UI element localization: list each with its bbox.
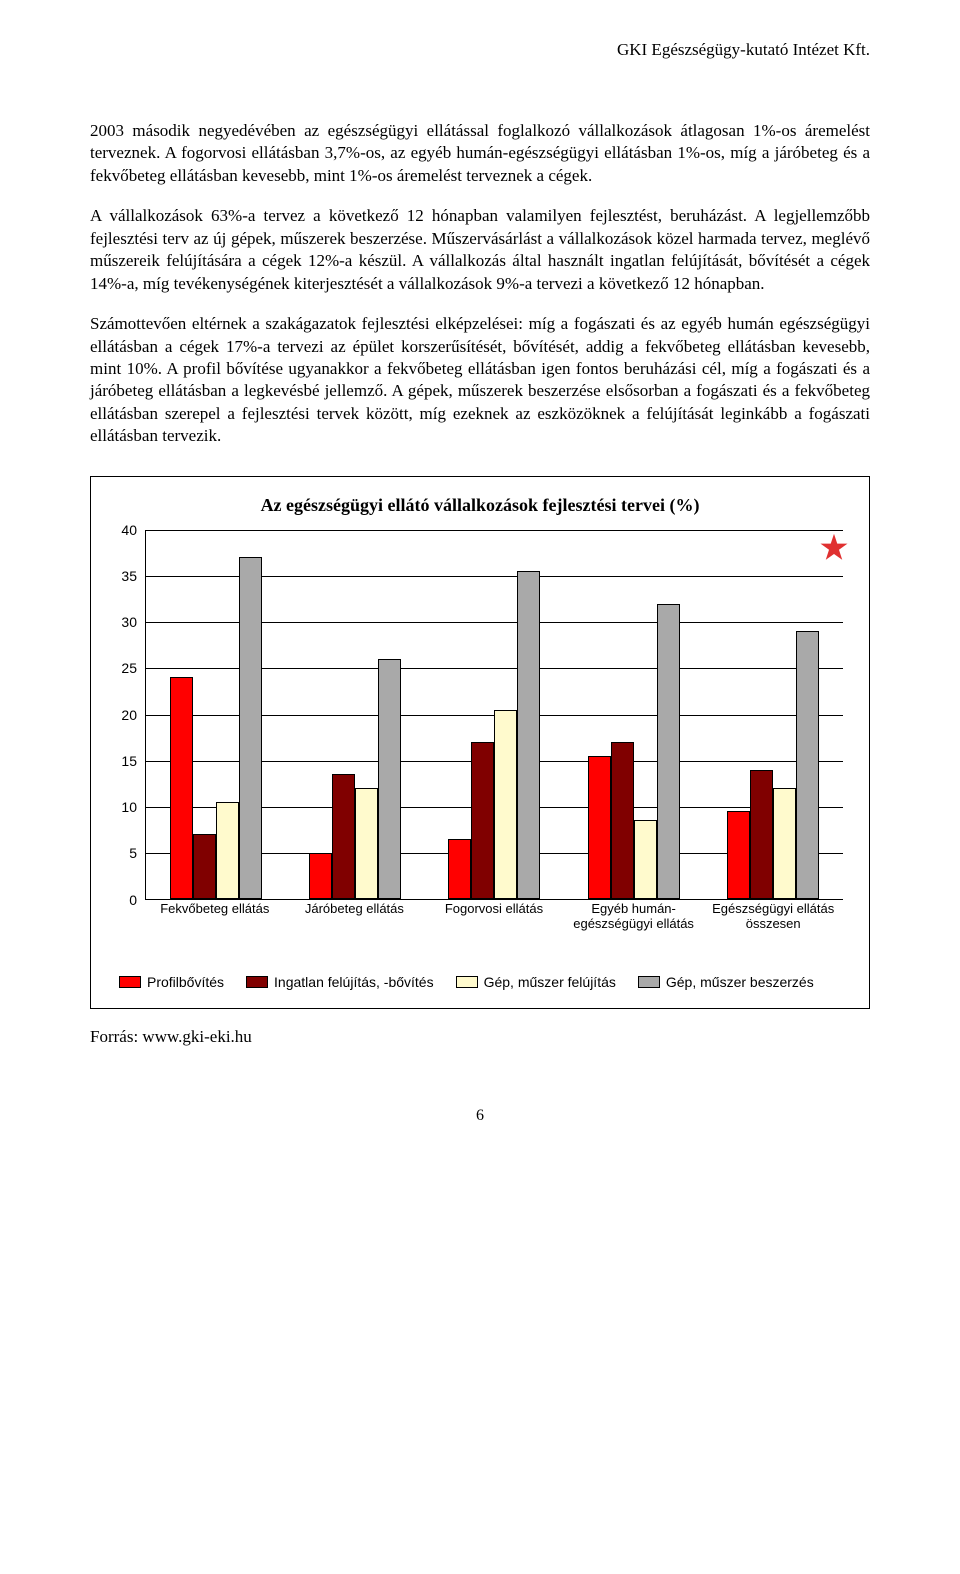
bar (355, 788, 378, 899)
y-axis: 0510152025303540 (113, 530, 141, 900)
bar (448, 839, 471, 899)
legend-item: Gép, műszer beszerzés (638, 974, 814, 990)
chart-title: Az egészségügyi ellátó vállalkozások fej… (113, 495, 847, 516)
bar (588, 756, 611, 899)
x-axis-label: Egészségügyi ellátásösszesen (703, 902, 843, 932)
bar (193, 834, 216, 899)
y-tick-label: 20 (121, 707, 137, 723)
bar (517, 571, 540, 898)
bar (216, 802, 239, 899)
paragraph-2: A vállalkozások 63%-a tervez a következő… (90, 205, 870, 295)
bar (471, 742, 494, 899)
bar (611, 742, 634, 899)
x-axis-label: Járóbeteg ellátás (285, 902, 425, 917)
chart-legend: Profilbővítés Ingatlan felújítás, -bővíté… (113, 974, 847, 990)
source-text: Forrás: www.gki-eki.hu (90, 1027, 870, 1047)
legend-swatch (638, 976, 660, 988)
paragraph-3: Számottevően eltérnek a szakágazatok fej… (90, 313, 870, 448)
bar (239, 557, 262, 898)
legend-item: Gép, műszer felújítás (456, 974, 616, 990)
y-tick-label: 40 (121, 522, 137, 538)
legend-swatch (119, 976, 141, 988)
chart-area: 0510152025303540 Fekvőbeteg ellátásJárób… (113, 530, 847, 960)
bar (727, 811, 750, 899)
bar (773, 788, 796, 899)
chart-container: Az egészségügyi ellátó vállalkozások fej… (90, 476, 870, 1009)
category-group (704, 530, 843, 899)
paragraph-1: 2003 második negyedévében az egészségügy… (90, 120, 870, 187)
bar (494, 710, 517, 899)
legend-item: Profilbővítés (119, 974, 224, 990)
x-axis-label: Egyéb humán-egészségügyi ellátás (564, 902, 704, 932)
legend-label: Ingatlan felújítás, -bővítés (274, 974, 434, 990)
category-group (425, 530, 564, 899)
x-axis-label: Fekvőbeteg ellátás (145, 902, 285, 917)
y-tick-label: 35 (121, 568, 137, 584)
y-tick-label: 0 (129, 892, 137, 908)
category-group (285, 530, 424, 899)
bar (657, 604, 680, 899)
legend-label: Gép, műszer felújítás (484, 974, 616, 990)
bar (170, 677, 193, 898)
y-tick-label: 30 (121, 614, 137, 630)
page-number: 6 (90, 1107, 870, 1125)
header-org-name: GKI Egészségügy-kutató Intézet Kft. (90, 40, 870, 60)
legend-label: Gép, műszer beszerzés (666, 974, 814, 990)
y-tick-label: 10 (121, 799, 137, 815)
bar (796, 631, 819, 899)
bar (750, 770, 773, 899)
bar (378, 659, 401, 899)
bar (634, 820, 657, 898)
category-group (146, 530, 285, 899)
chart-plot (145, 530, 843, 900)
y-tick-label: 15 (121, 753, 137, 769)
bar (332, 774, 355, 899)
category-group (564, 530, 703, 899)
bar (309, 853, 332, 899)
legend-swatch (456, 976, 478, 988)
legend-label: Profilbővítés (147, 974, 224, 990)
x-axis-label: Fogorvosi ellátás (424, 902, 564, 917)
legend-swatch (246, 976, 268, 988)
document-page: GKI Egészségügy-kutató Intézet Kft. 2003… (0, 0, 960, 1165)
y-tick-label: 5 (129, 845, 137, 861)
y-tick-label: 25 (121, 660, 137, 676)
legend-item: Ingatlan felújítás, -bővítés (246, 974, 434, 990)
